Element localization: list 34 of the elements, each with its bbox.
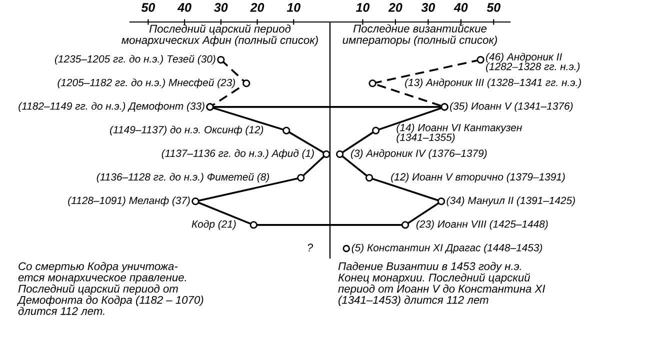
category-label: (1205–1182 гг. до н.э.) Мнесфей (23) [58, 78, 235, 88]
text: (23) Иоанн VIII (1425–1448) [416, 220, 548, 230]
x-tick-label: 30 [214, 3, 228, 12]
category-label: (1128–1091) Меланф (37) [68, 196, 190, 206]
text: Последний царский период монархических Афин (полный список) [122, 24, 318, 46]
x-tick-label: 10 [286, 3, 300, 12]
x-tick-label: 10 [356, 3, 370, 12]
text: (34) Мануил II (1391–1425) [446, 196, 575, 206]
text: (46) Андроник II [486, 52, 562, 63]
category-label: (1235–1205 гг. до н.э.) Тезей (30) [54, 54, 216, 65]
annotation: ? [308, 244, 314, 252]
x-tick-label: 30 [421, 3, 436, 12]
category-label: (1341–1355) [396, 133, 455, 144]
text: (3) Андроник IV (1376–1379) [350, 149, 487, 160]
x-tick-label: 40 [177, 3, 192, 12]
text: (35) Иоанн V (1341–1376) [450, 102, 573, 112]
text: Последние византийские императоры (полный список) [342, 24, 497, 46]
category-label: (1137–1136 гг. до н.э.) Афид (1) [162, 149, 314, 160]
category-label: Кодр (21) [192, 220, 236, 230]
text: (14) Иоанн VI Кантакузен [396, 124, 522, 134]
text: Падение Византии в 1453 году н.э. Конец монархии. Последний царский период от Иоанн V до Константина XI (1341–1453) длится 112 лет [338, 262, 546, 306]
text: (12) Иоанн V вторично (1379–1391) [391, 172, 565, 183]
category-label: (1149–1137) до н.э. Оксинф (12) [110, 126, 264, 136]
category-label: (1282–1328 гг. н.э.) [486, 62, 580, 72]
text: (5) Константин XI Драгас (1448–1453) [352, 244, 542, 254]
text: (13) Андроник III (1328–1341 гг. н.э.) [405, 78, 581, 88]
category-label: (1136–1128 гг. до н.э.) Фиметей (8) [96, 172, 270, 183]
x-tick-label: 20 [388, 3, 402, 12]
x-tick-label: 50 [141, 3, 156, 12]
category-label: (1182–1149 гг. до н.э.) Демофонт (33) [18, 102, 204, 112]
x-tick-label: 40 [454, 3, 468, 12]
text: Со смертью Кодра уничтожа- ется монархическое правление. Последний царский период от Демофонта до Кодра (1182 – 1070) длится 112 лет. [16, 262, 204, 315]
x-tick-label: 20 [250, 3, 264, 12]
x-tick-label: 50 [486, 3, 500, 12]
